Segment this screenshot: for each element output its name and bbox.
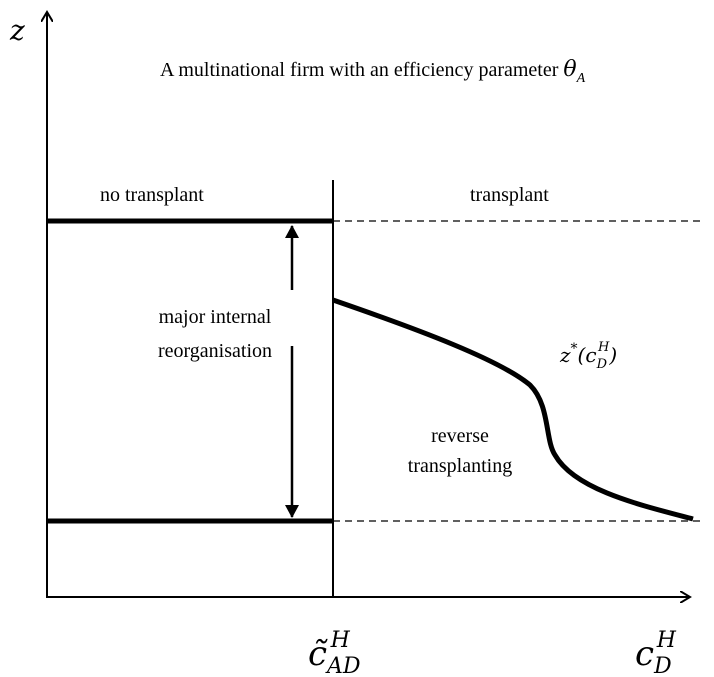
title-symbol: θ [563,57,576,82]
threshold-label: c̃ADH [308,628,361,677]
title-text: A multinational firm with an efficiency … [160,59,563,81]
right-region-label: transplant [470,184,549,206]
y-axis-label: z [9,14,25,47]
title-sub: A [576,71,586,86]
reverse-label-1: reverse [431,425,489,447]
end-sub: D [653,654,672,677]
curve-close: ) [608,343,617,367]
reorg-label-1: major internal [159,306,272,328]
left-region-label: no transplant [100,184,204,206]
reorg-label-2: reorganisation [158,340,272,362]
curve-label: z*(cDH) [559,340,617,372]
curve-base: z [559,343,571,367]
curve-open: (c [578,343,597,367]
end-base: c [635,634,654,674]
threshold-sub: AD [325,654,361,677]
curve-sup2: H [597,340,610,355]
curve-sup: * [571,341,578,357]
end-sup: H [656,628,677,653]
end-label: cDH [635,628,677,677]
z-star-curve [332,297,694,522]
curve-sub: D [596,357,608,372]
threshold-base: c̃ [308,634,329,674]
threshold-sup: H [330,628,351,653]
title: A multinational firm with an efficiency … [160,57,586,86]
reverse-label-2: transplanting [408,455,512,477]
